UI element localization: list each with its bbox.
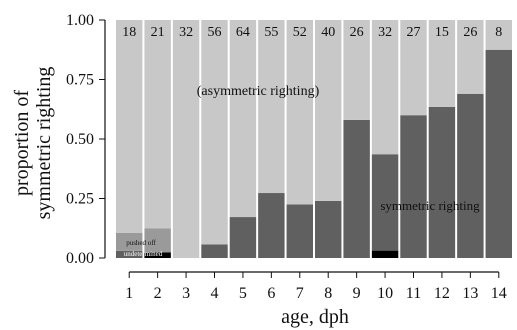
bar-segment-undetermined-2 [144,252,171,258]
y-tick-label-4: 1.00 [66,12,94,29]
bar-segment-symmetric-righting-14 [485,49,512,258]
x-tick-label-11: 11 [406,285,421,302]
bar-segment-asymmetric-righting-10 [371,20,399,155]
x-tick-label-2: 2 [154,285,162,302]
y-tick-label-1: 0.25 [66,191,94,208]
bar-segment-asymmetric-righting-2 [144,20,171,229]
annotation-undetermined: undetermined [124,250,163,258]
sample-size-label-8: 40 [321,25,335,40]
bar-segment-symmetric-righting-8 [315,200,342,258]
bar-segment-symmetric-righting-10 [371,154,399,251]
bar-segment-symmetric-righting-4 [201,244,228,258]
y-tick-label-2: 0.50 [66,131,94,148]
bar-segment-pushed-off-2 [144,228,171,253]
y-tick-label-3: 0.75 [66,72,94,89]
sample-size-label-14: 8 [495,25,502,40]
y-axis-label-line1: proportion of [11,90,33,196]
sample-size-label-13: 26 [463,25,477,40]
bar-segment-symmetric-righting-7 [286,204,313,258]
bar-segment-asymmetric-righting-6 [258,20,285,194]
x-axis-label: age, dph [281,306,349,328]
x-tick-label-12: 12 [434,285,450,302]
bar-segment-asymmetric-righting-4 [201,20,228,245]
bars-layer [116,20,512,259]
sample-size-label-12: 15 [435,25,449,40]
y-axis-label-line2: symmetric righting [33,67,55,220]
bar-segment-symmetric-righting-13 [457,93,484,258]
x-tick-label-6: 6 [267,285,275,302]
bar-segment-asymmetric-righting-1 [116,20,143,234]
sample-size-label-7: 52 [293,25,307,40]
sample-size-label-5: 64 [236,25,250,40]
sample-size-labels: 18 21 32 56 64 55 52 40 26 32 27 15 26 8 [122,25,502,40]
bar-segment-symmetric-righting-1 [116,250,143,258]
sample-size-label-4: 56 [208,25,222,40]
annotation-pushed-off: pushed off [126,239,156,247]
x-tick-label-1: 1 [125,285,133,302]
x-tick-label-3: 3 [182,285,190,302]
sample-size-label-2: 21 [151,25,165,40]
bar-segment-asymmetric-righting-7 [286,20,313,205]
annotation-asymmetric-righting: (asymmetric righting) [197,84,320,99]
y-tick-label-0: 0.00 [66,250,94,267]
axes-layer: 1 2 3 4 5 6 7 8 9 10 11 12 13 140.000.250.500.751.00 [66,12,507,302]
x-tick-label-9: 9 [353,285,361,302]
bar-segment-asymmetric-righting-8 [315,20,342,201]
x-tick-label-5: 5 [239,285,247,302]
x-tick-label-4: 4 [211,285,219,302]
sample-size-label-9: 26 [350,25,364,40]
bar-segment-symmetric-righting-12 [428,106,456,259]
sample-size-label-11: 27 [407,25,421,40]
bar-segment-asymmetric-righting-13 [457,20,484,94]
sample-size-label-1: 18 [122,25,136,40]
bar-segment-asymmetric-righting-14 [485,20,512,50]
bar-segment-symmetric-righting-5 [229,217,257,258]
sample-size-label-3: 32 [179,25,193,40]
bar-segment-symmetric-righting-9 [343,119,370,259]
sample-size-label-10: 32 [378,25,392,40]
bar-segment-asymmetric-righting-5 [229,20,257,218]
bar-segment-symmetric-righting-11 [400,115,427,258]
x-tick-label-14: 14 [491,285,507,302]
bar-segment-asymmetric-righting-11 [400,20,427,116]
bar-segment-asymmetric-righting-3 [172,20,200,258]
bar-segment-asymmetric-righting-9 [343,20,370,120]
x-tick-label-8: 8 [324,285,332,302]
sample-size-label-6: 55 [264,25,278,40]
bar-segment-symmetric-righting-6 [258,193,285,258]
x-tick-label-7: 7 [296,285,304,302]
bar-segment-undetermined-10 [371,250,399,258]
annotation-symmetric-righting: symmetric righting [380,198,480,213]
bar-segment-pushed-off-1 [116,233,143,251]
x-tick-label-13: 13 [462,285,478,302]
bar-segment-asymmetric-righting-12 [428,20,456,107]
x-tick-label-10: 10 [377,285,393,302]
